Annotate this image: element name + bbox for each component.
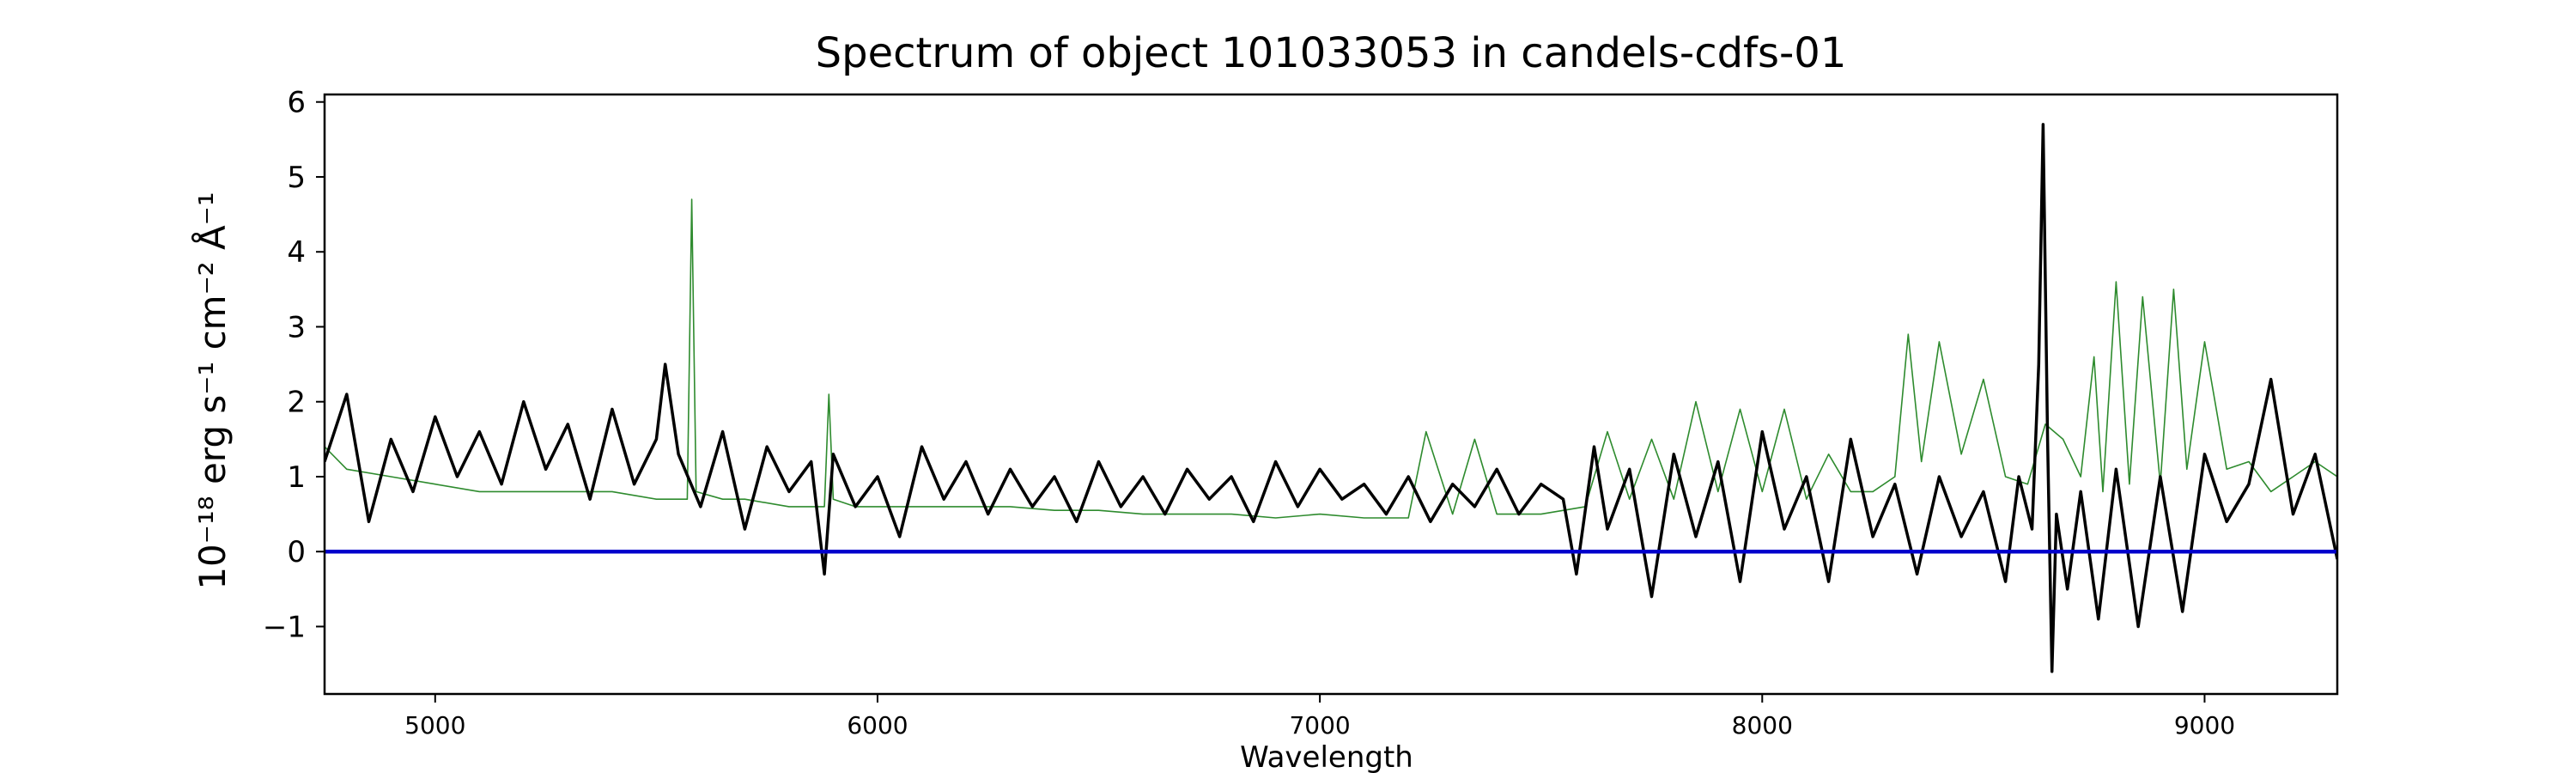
y-axis-label: 10⁻¹⁸ erg s⁻¹ cm⁻² Å⁻¹	[191, 192, 234, 589]
x-tick-label: 6000	[847, 711, 908, 740]
axes: 5000 6000 7000 8000 9000 −1 0 1 2 3 4 5 6	[263, 86, 2339, 740]
y-tick-label: 1	[287, 460, 306, 495]
plot-area	[325, 123, 2337, 673]
x-axis-label: Wavelength	[1240, 740, 1413, 773]
y-tick-label: 4	[287, 235, 306, 270]
series-line-0	[325, 123, 2337, 673]
chart-title: Spectrum of object 101033053 in candels-…	[816, 29, 1847, 77]
y-tick-label: 2	[287, 386, 306, 420]
y-tick-label: 5	[287, 161, 306, 195]
x-tick-label: 8000	[1732, 711, 1793, 740]
x-tick-label: 9000	[2174, 711, 2235, 740]
y-tick-label: 0	[287, 535, 306, 569]
series-group	[325, 123, 2337, 673]
y-tick-label: −1	[263, 610, 306, 644]
plot-frame	[323, 93, 2339, 696]
x-tick-label: 7000	[1289, 711, 1350, 740]
y-tick-label: 3	[287, 310, 306, 344]
y-tick-label: 6	[287, 86, 306, 120]
x-tick-label: 5000	[404, 711, 465, 740]
